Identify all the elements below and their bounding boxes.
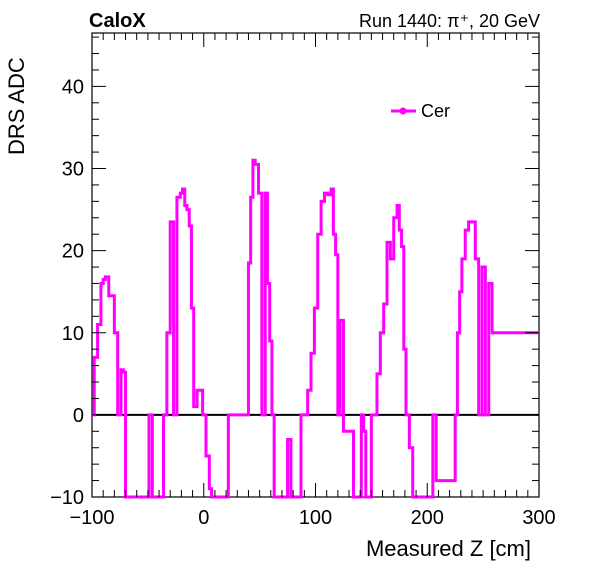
- series-line-cer: [92, 158, 539, 499]
- y-tick-label: 20: [62, 241, 84, 263]
- header-left: CaloX: [89, 10, 146, 32]
- y-tick-label: 10: [62, 323, 84, 345]
- y-axis-title: DRS ADC: [4, 57, 29, 155]
- y-tick-label: 40: [62, 76, 84, 98]
- y-ticks: [92, 36, 539, 498]
- y-tick-label: −10: [50, 487, 84, 509]
- x-axis-title: Measured Z [cm]: [366, 536, 531, 561]
- legend-marker: [399, 107, 407, 115]
- legend-label-cer: Cer: [421, 101, 450, 121]
- y-tick-label: 0: [73, 405, 84, 427]
- y-tick-label: 30: [62, 159, 84, 181]
- x-ticks: [91, 33, 540, 497]
- x-tick-label: −100: [69, 507, 114, 529]
- legend: Cer: [391, 101, 450, 121]
- x-tick-label: 300: [522, 507, 555, 529]
- x-tick-labels: −100 0 100 200 300: [69, 507, 555, 529]
- x-tick-label: 100: [299, 507, 332, 529]
- y-tick-labels: −10 0 10 20 30 40: [50, 76, 84, 509]
- x-tick-label: 0: [198, 507, 209, 529]
- plot-frame: [91, 32, 540, 498]
- header-right: Run 1440: π⁺, 20 GeV: [359, 11, 540, 31]
- x-tick-label: 200: [411, 507, 444, 529]
